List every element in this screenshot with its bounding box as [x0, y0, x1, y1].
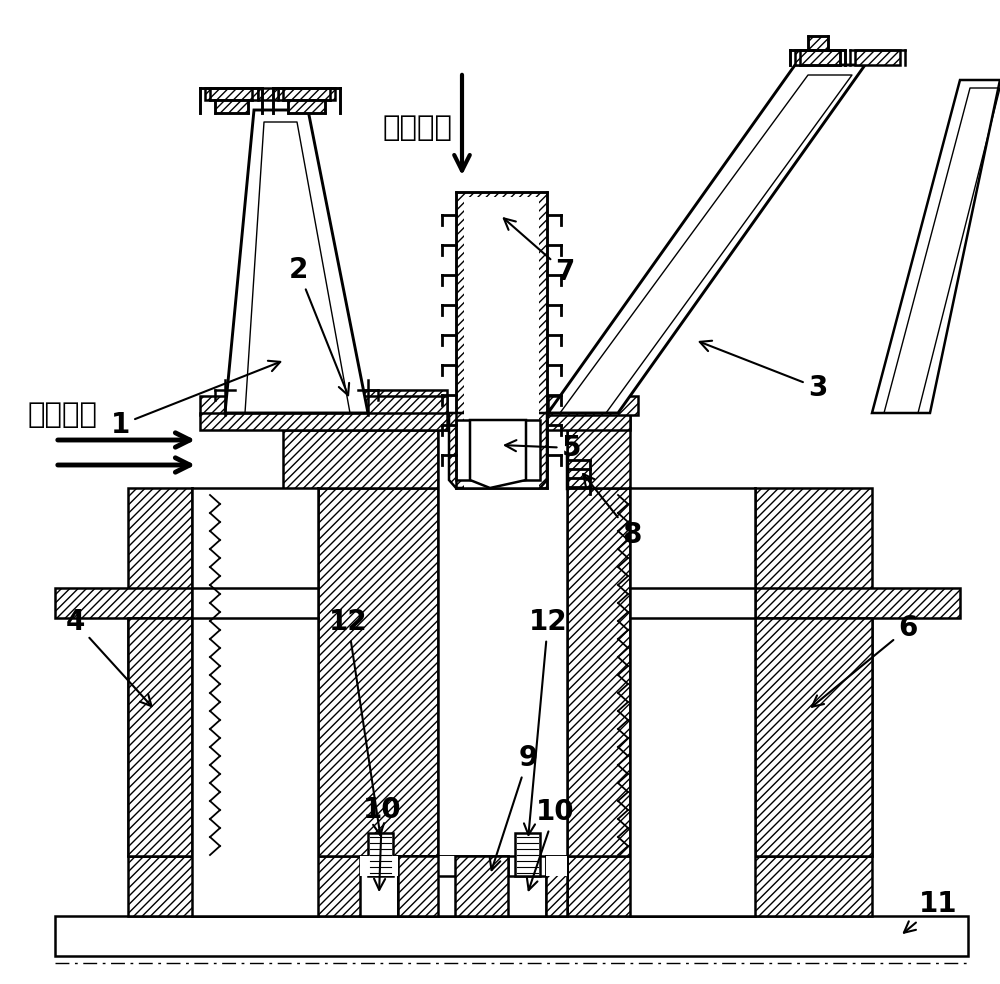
Text: 2: 2	[288, 256, 349, 396]
Polygon shape	[548, 65, 865, 413]
Polygon shape	[283, 413, 438, 500]
Text: 1: 1	[110, 361, 280, 439]
Polygon shape	[755, 618, 872, 856]
Text: 12: 12	[524, 608, 567, 834]
Polygon shape	[630, 588, 755, 618]
Polygon shape	[398, 856, 546, 916]
Text: 5: 5	[505, 434, 582, 462]
Text: 6: 6	[812, 614, 918, 707]
Text: 3: 3	[700, 340, 828, 402]
Polygon shape	[456, 420, 540, 480]
Polygon shape	[455, 856, 508, 916]
Polygon shape	[55, 588, 192, 618]
Polygon shape	[567, 488, 630, 856]
Polygon shape	[795, 50, 840, 65]
Polygon shape	[449, 413, 547, 488]
Polygon shape	[55, 916, 968, 956]
Polygon shape	[470, 420, 526, 488]
Polygon shape	[808, 36, 828, 50]
Text: 11: 11	[904, 890, 957, 933]
Polygon shape	[192, 488, 318, 916]
Polygon shape	[546, 856, 567, 916]
Polygon shape	[128, 618, 192, 856]
Polygon shape	[288, 100, 325, 113]
Polygon shape	[567, 413, 630, 488]
Polygon shape	[278, 88, 335, 100]
Text: 10: 10	[363, 796, 401, 890]
Polygon shape	[872, 80, 1000, 413]
Polygon shape	[438, 856, 508, 916]
Polygon shape	[755, 488, 872, 856]
Polygon shape	[546, 856, 567, 916]
Text: 10: 10	[527, 798, 574, 891]
Polygon shape	[128, 856, 438, 916]
Polygon shape	[456, 192, 547, 488]
Text: 8: 8	[583, 474, 642, 549]
Text: 冷却气流: 冷却气流	[383, 114, 453, 142]
Polygon shape	[630, 488, 755, 916]
Polygon shape	[438, 413, 567, 916]
Polygon shape	[855, 50, 900, 65]
Text: 高温主流: 高温主流	[28, 401, 98, 429]
Polygon shape	[225, 110, 368, 413]
Text: 7: 7	[504, 218, 575, 286]
Text: 12: 12	[329, 608, 384, 835]
Polygon shape	[398, 856, 508, 916]
Polygon shape	[755, 588, 960, 618]
Polygon shape	[368, 833, 393, 876]
Polygon shape	[548, 396, 638, 415]
Polygon shape	[508, 856, 546, 916]
Polygon shape	[567, 856, 872, 916]
Polygon shape	[360, 856, 398, 916]
Polygon shape	[200, 396, 447, 415]
Polygon shape	[515, 833, 540, 876]
Polygon shape	[398, 856, 438, 916]
Polygon shape	[464, 197, 539, 488]
Polygon shape	[128, 488, 192, 856]
Text: 9: 9	[490, 744, 538, 870]
Polygon shape	[215, 100, 248, 113]
Text: 4: 4	[65, 608, 152, 707]
Polygon shape	[200, 413, 447, 430]
Polygon shape	[360, 856, 398, 876]
Polygon shape	[318, 488, 438, 856]
Polygon shape	[398, 876, 546, 916]
Polygon shape	[192, 588, 318, 618]
Polygon shape	[546, 856, 567, 876]
Polygon shape	[283, 390, 447, 413]
Polygon shape	[205, 88, 258, 100]
Polygon shape	[258, 88, 278, 100]
Polygon shape	[283, 413, 630, 430]
